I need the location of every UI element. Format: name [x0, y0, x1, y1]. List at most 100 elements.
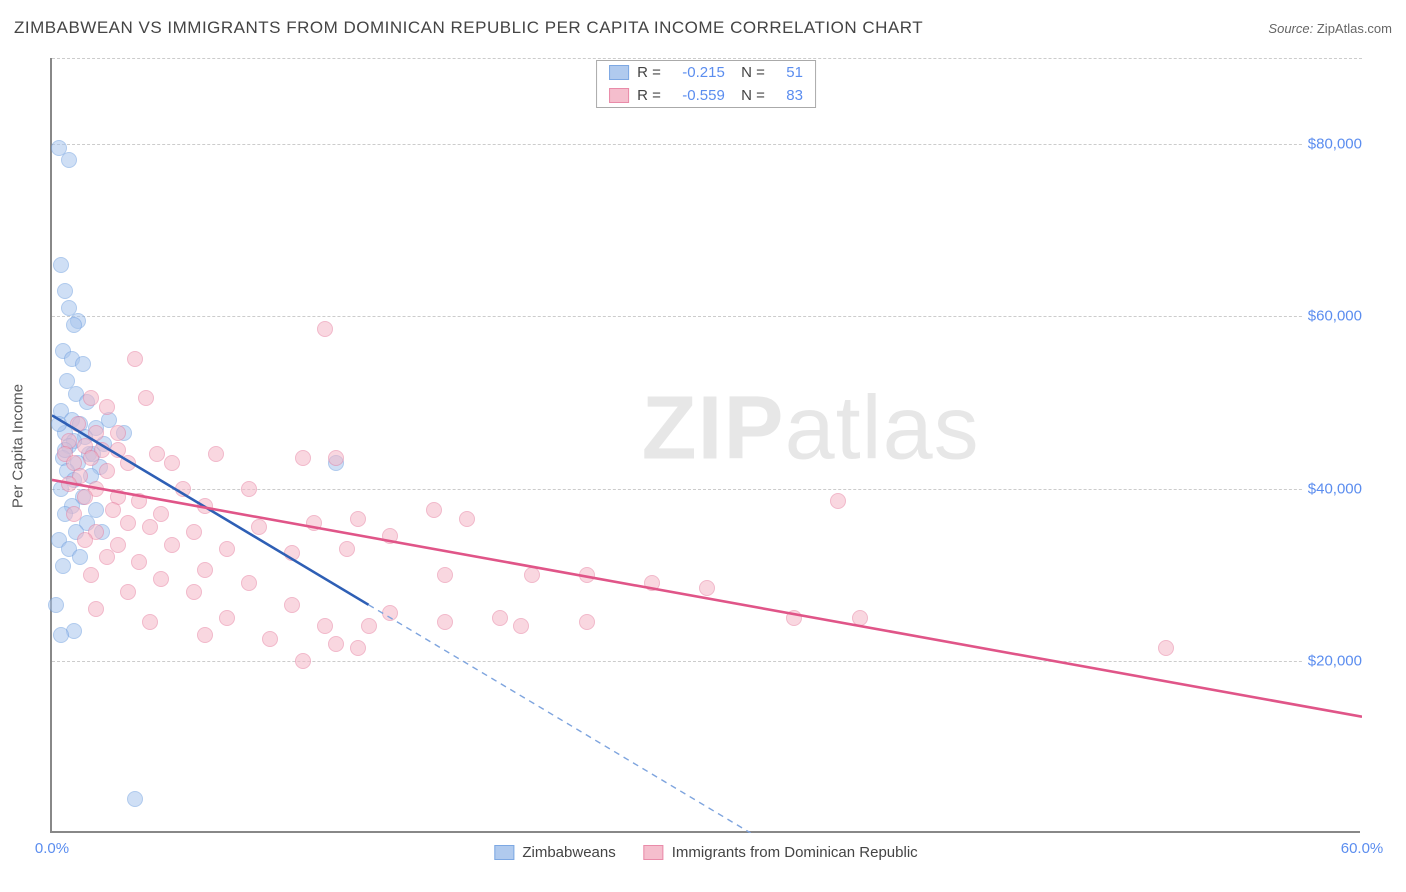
swatch-icon: [494, 845, 514, 860]
grid-line: [52, 58, 1362, 59]
data-point: [284, 545, 300, 561]
y-tick-label: $40,000: [1302, 480, 1362, 497]
x-tick-label: 60.0%: [1341, 840, 1384, 857]
data-point: [219, 541, 235, 557]
data-point: [295, 450, 311, 466]
data-point: [284, 597, 300, 613]
data-point: [153, 506, 169, 522]
trend-line: [369, 605, 751, 833]
data-point: [99, 463, 115, 479]
data-point: [88, 425, 104, 441]
data-point: [197, 562, 213, 578]
data-point: [77, 489, 93, 505]
stats-legend: R = -0.215 N = 51 R = -0.559 N = 83: [596, 60, 816, 108]
data-point: [699, 580, 715, 596]
data-point: [110, 425, 126, 441]
data-point: [251, 519, 267, 535]
data-point: [175, 481, 191, 497]
grid-line: [52, 316, 1362, 317]
data-point: [382, 528, 398, 544]
trend-line: [52, 480, 1362, 717]
source-label: Source:: [1268, 21, 1313, 36]
data-point: [83, 390, 99, 406]
data-point: [306, 515, 322, 531]
data-point: [55, 558, 71, 574]
source-value: ZipAtlas.com: [1317, 21, 1392, 36]
data-point: [208, 446, 224, 462]
chart-header: ZIMBABWEAN VS IMMIGRANTS FROM DOMINICAN …: [14, 18, 1392, 38]
data-point: [120, 515, 136, 531]
data-point: [153, 571, 169, 587]
data-point: [110, 537, 126, 553]
data-point: [295, 653, 311, 669]
data-point: [186, 584, 202, 600]
data-point: [644, 575, 660, 591]
data-point: [120, 584, 136, 600]
bottom-legend: Zimbabweans Immigrants from Dominican Re…: [494, 844, 917, 861]
plot-region: ZIPatlas R = -0.215 N = 51 R = -0.559 N …: [50, 58, 1360, 833]
data-point: [164, 455, 180, 471]
data-point: [219, 610, 235, 626]
data-point: [437, 614, 453, 630]
r-value-2: -0.559: [669, 87, 725, 104]
n-label: N =: [733, 64, 765, 81]
data-point: [579, 614, 595, 630]
data-point: [48, 597, 64, 613]
data-point: [83, 450, 99, 466]
data-point: [361, 618, 377, 634]
chart-area: Per Capita Income ZIPatlas R = -0.215 N …: [50, 58, 1360, 833]
data-point: [579, 567, 595, 583]
data-point: [142, 519, 158, 535]
data-point: [88, 601, 104, 617]
x-tick-label: 0.0%: [35, 840, 69, 857]
stats-row-series-2: R = -0.559 N = 83: [597, 84, 815, 107]
data-point: [786, 610, 802, 626]
data-point: [66, 317, 82, 333]
data-point: [317, 618, 333, 634]
data-point: [241, 481, 257, 497]
data-point: [339, 541, 355, 557]
data-point: [61, 476, 77, 492]
data-point: [459, 511, 475, 527]
data-point: [72, 549, 88, 565]
data-point: [524, 567, 540, 583]
legend-item-1: Zimbabweans: [494, 844, 615, 861]
y-axis-label: Per Capita Income: [10, 383, 27, 507]
swatch-icon: [644, 845, 664, 860]
trend-lines-layer: [52, 58, 1362, 833]
chart-title: ZIMBABWEAN VS IMMIGRANTS FROM DOMINICAN …: [14, 18, 923, 38]
data-point: [120, 455, 136, 471]
data-point: [51, 416, 67, 432]
n-value-1: 51: [773, 64, 803, 81]
data-point: [127, 791, 143, 807]
y-tick-label: $20,000: [1302, 652, 1362, 669]
data-point: [197, 627, 213, 643]
watermark-light: atlas: [785, 379, 980, 479]
source-attribution: Source: ZipAtlas.com: [1268, 21, 1392, 36]
data-point: [138, 390, 154, 406]
data-point: [1158, 640, 1174, 656]
data-point: [53, 627, 69, 643]
data-point: [70, 416, 86, 432]
data-point: [127, 351, 143, 367]
data-point: [105, 502, 121, 518]
data-point: [53, 257, 69, 273]
data-point: [131, 554, 147, 570]
swatch-series-1: [609, 65, 629, 80]
data-point: [437, 567, 453, 583]
data-point: [328, 636, 344, 652]
data-point: [262, 631, 278, 647]
data-point: [317, 321, 333, 337]
data-point: [830, 493, 846, 509]
data-point: [492, 610, 508, 626]
data-point: [131, 493, 147, 509]
data-point: [75, 356, 91, 372]
r-label: R =: [637, 87, 661, 104]
n-label: N =: [733, 87, 765, 104]
swatch-series-2: [609, 88, 629, 103]
grid-line: [52, 144, 1362, 145]
data-point: [77, 532, 93, 548]
data-point: [350, 640, 366, 656]
y-tick-label: $80,000: [1302, 136, 1362, 153]
data-point: [99, 549, 115, 565]
